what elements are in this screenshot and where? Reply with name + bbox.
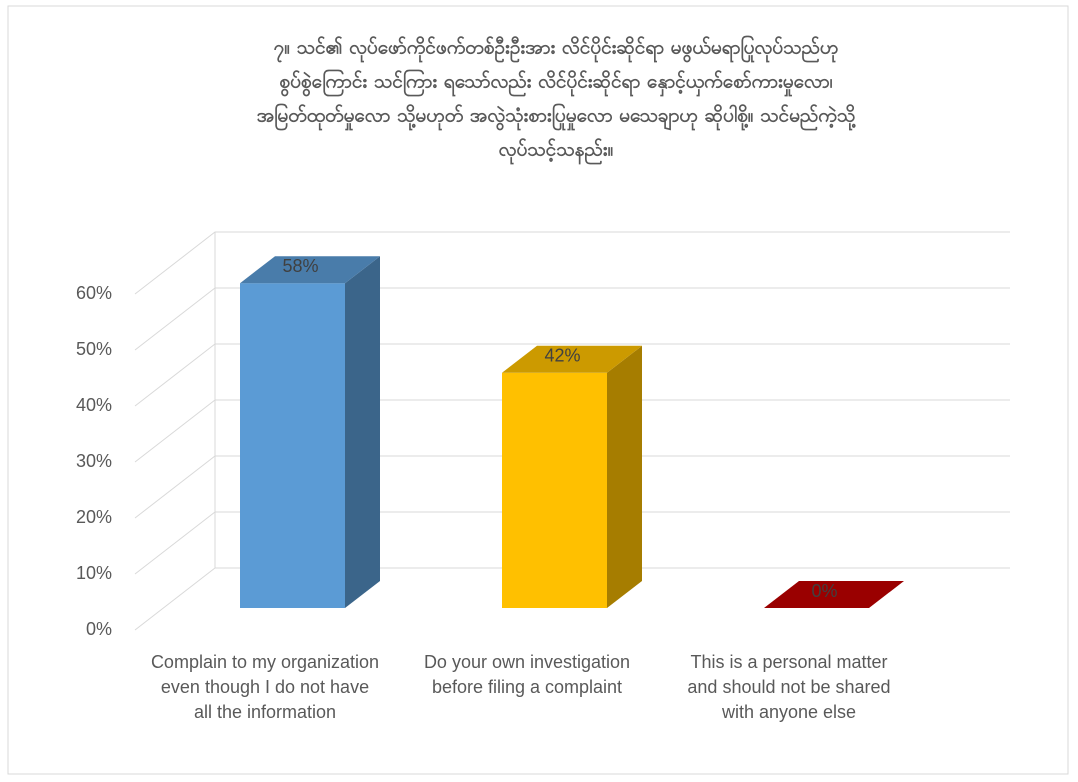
grid-line — [134, 511, 1010, 575]
grid-line — [134, 567, 1010, 631]
chart-title: အမြတ်ထုတ်မှုလော သို့မဟုတ် အလွဲသုံးစားပြု… — [257, 102, 856, 132]
bar-side — [345, 256, 380, 608]
bar-side — [607, 345, 642, 608]
chart-title: လုပ်သင့်သနည်း။ — [499, 137, 614, 166]
grid-line — [134, 287, 1010, 351]
y-tick-label: 20% — [76, 507, 112, 527]
grid-line — [134, 343, 1010, 407]
x-tick-label: Complain to my organization even though … — [150, 652, 380, 722]
chart-title: ၇။ သင်၏ လုပ်ဖော်ကိုင်ဖက်တစ်ဦးဦးအား လိင်ပ… — [274, 34, 839, 64]
grid-line — [134, 455, 1010, 519]
bar-top — [240, 256, 380, 284]
y-tick-label: 50% — [76, 339, 112, 359]
x-tick-label: This is a personal matter and should not… — [687, 652, 891, 722]
bar — [502, 372, 607, 608]
y-tick-label: 30% — [76, 451, 112, 471]
bar — [240, 283, 345, 608]
grid-line — [134, 399, 1010, 463]
data-label: 58% — [282, 256, 318, 276]
y-tick-label: 40% — [76, 395, 112, 415]
data-label: 0% — [811, 581, 837, 601]
data-label: 42% — [544, 346, 580, 366]
y-tick-label: 10% — [76, 563, 112, 583]
x-tick-label: Do your own investigation before filing … — [423, 652, 631, 697]
y-tick-label: 0% — [86, 619, 112, 639]
y-tick-label: 60% — [76, 283, 112, 303]
bar-top — [502, 345, 642, 373]
bar-top — [764, 581, 904, 608]
chart-title: စွပ်စွဲကြောင်း သင်ကြား ရသော်လည်း လိင်ပို… — [279, 68, 832, 98]
grid-line — [134, 231, 1010, 295]
chart-border — [7, 5, 1069, 775]
